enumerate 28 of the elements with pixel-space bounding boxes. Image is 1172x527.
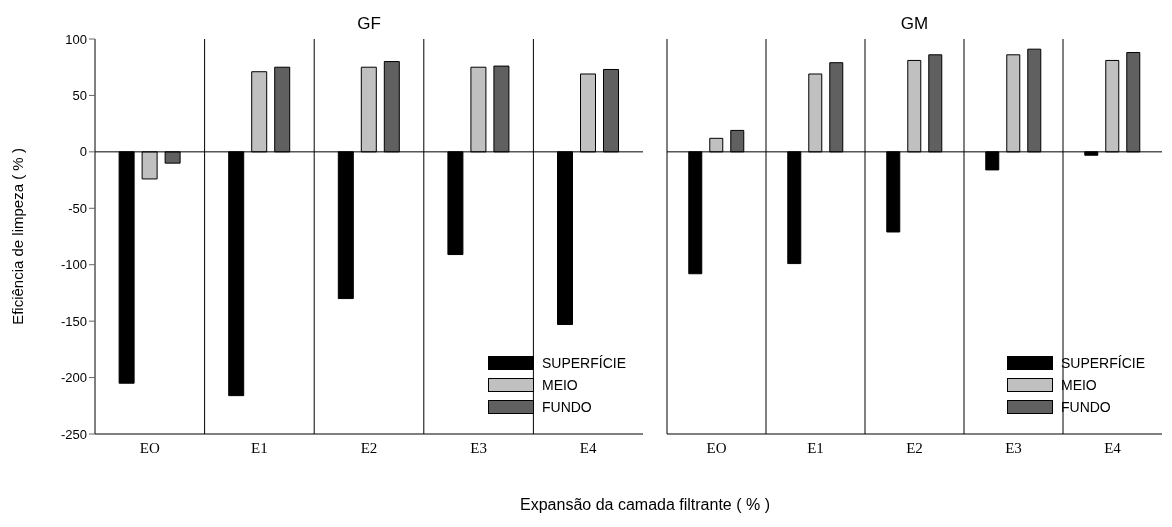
- x-tick-label: EO: [706, 439, 727, 456]
- y-tick-label: -100: [60, 257, 87, 273]
- x-tick-label: E1: [251, 439, 268, 456]
- y-tick-label: 100: [65, 31, 87, 47]
- y-tick-label: -250: [60, 426, 87, 442]
- chart-title: GF: [356, 14, 382, 34]
- legend-label: MEIO: [541, 377, 578, 393]
- chart-title: GM: [899, 14, 930, 34]
- legend-label: SUPERFÍCIE: [1060, 355, 1145, 371]
- legend-label: SUPERFÍCIE: [541, 355, 626, 371]
- x-tick-label: EO: [139, 439, 160, 456]
- y-tick-label: 0: [79, 144, 87, 160]
- x-tick-label: E4: [1104, 439, 1122, 456]
- x-tick-label: E1: [807, 439, 824, 456]
- y-tick-label: -150: [60, 313, 87, 329]
- x-tick-label: E4: [579, 439, 598, 456]
- y-axis-title: Eficiência de limpeza ( % ): [9, 148, 27, 325]
- x-tick-label: E2: [906, 439, 923, 456]
- x-tick-label: E3: [470, 439, 487, 456]
- legend-label: FUNDO: [541, 399, 592, 415]
- legend-label: MEIO: [1060, 377, 1097, 393]
- x-tick-label: E2: [360, 439, 378, 456]
- y-tick-label: 50: [72, 88, 87, 104]
- x-tick-label: E3: [1005, 439, 1022, 456]
- x-axis-title: Expansão da camada filtrante ( % ): [519, 496, 771, 514]
- y-tick-label: -50: [68, 200, 87, 216]
- y-tick-label: -200: [60, 370, 87, 386]
- legend-label: FUNDO: [1060, 399, 1111, 415]
